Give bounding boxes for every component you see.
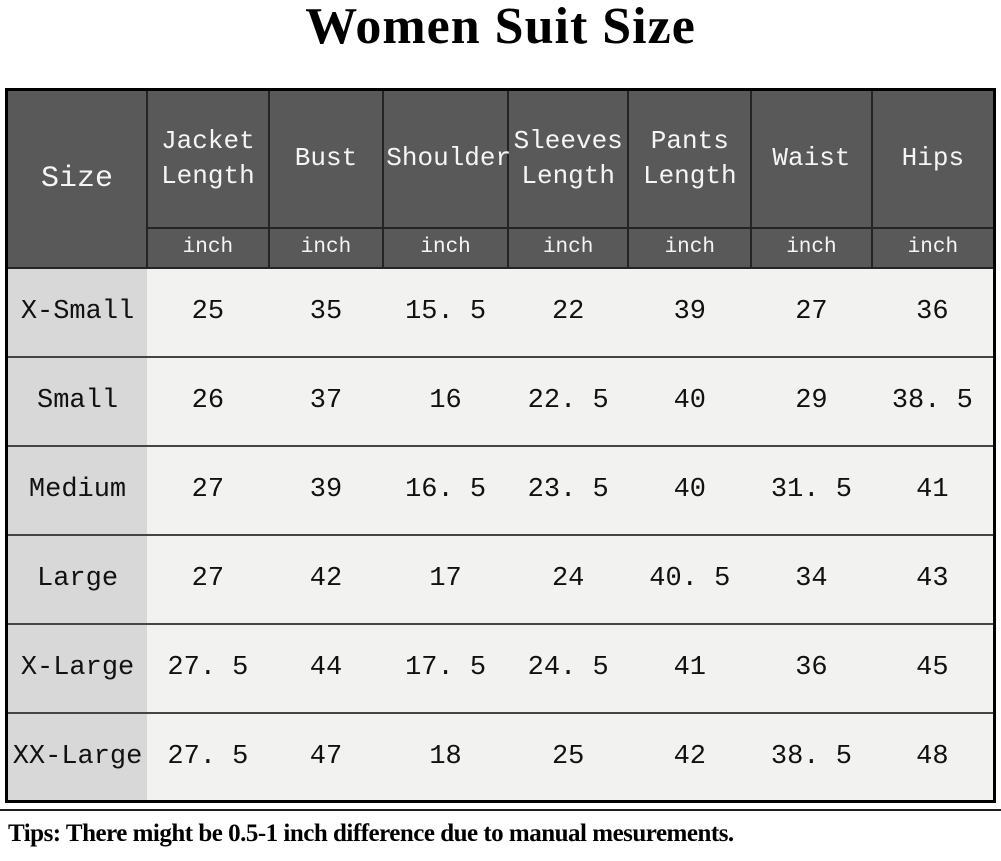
size-cell: Small — [6, 355, 148, 446]
value-cell: 40 — [628, 444, 752, 535]
value-cell: 36 — [871, 266, 995, 357]
value-cell: 27 — [751, 266, 872, 357]
size-cell: Large — [6, 533, 148, 624]
table-body: X-Small 25 35 15. 5 22 39 27 36 Small 26 37 16 22. 5… — [6, 266, 995, 802]
value-cell: 47 — [268, 711, 384, 802]
value-cell: 42 — [628, 711, 752, 802]
value-cell: 25 — [147, 266, 269, 357]
page-title: Women Suit Size — [305, 0, 696, 55]
value-cell: 22 — [507, 266, 629, 357]
size-cell: Medium — [6, 444, 148, 535]
size-cell: XX-Large — [6, 711, 148, 802]
unit-cell: inch — [146, 226, 270, 269]
value-cell: 40 — [628, 355, 752, 446]
table-row: XX-Large 27. 5 47 18 25 42 38. 5 48 — [6, 711, 995, 802]
value-cell: 41 — [628, 622, 752, 713]
value-cell: 24. 5 — [507, 622, 629, 713]
table-header: Size Jacket Length Bust Shoulder Sleeves… — [5, 88, 996, 269]
value-cell: 25 — [507, 711, 629, 802]
value-cell: 36 — [751, 622, 872, 713]
value-cell: 22. 5 — [507, 355, 629, 446]
value-cell: 44 — [268, 622, 384, 713]
header-row: Size Jacket Length Bust Shoulder Sleeves… — [5, 88, 996, 269]
bottom-divider-line — [0, 809, 1001, 811]
tips-text: Tips: There might be 0.5-1 inch differen… — [8, 820, 734, 847]
value-cell: 23. 5 — [507, 444, 629, 535]
value-cell: 26 — [147, 355, 269, 446]
value-cell: 45 — [871, 622, 995, 713]
value-cell: 18 — [383, 711, 508, 802]
value-cell: 42 — [268, 533, 384, 624]
unit-cell: inch — [267, 226, 385, 269]
unit-cell: inch — [506, 226, 630, 269]
table-row: Large 27 42 17 24 40. 5 34 43 — [6, 533, 995, 624]
value-cell: 40. 5 — [628, 533, 752, 624]
value-cell: 48 — [871, 711, 995, 802]
value-cell: 27. 5 — [147, 711, 269, 802]
value-cell: 35 — [268, 266, 384, 357]
value-cell: 37 — [268, 355, 384, 446]
value-cell: 16. 5 — [383, 444, 508, 535]
unit-cell: inch — [382, 226, 509, 269]
value-cell: 29 — [751, 355, 872, 446]
value-cell: 38. 5 — [871, 355, 995, 446]
column-header-pants-length: Pants Length — [627, 88, 753, 229]
value-cell: 43 — [871, 533, 995, 624]
table-row: Small 26 37 16 22. 5 40 29 38. 5 — [6, 355, 995, 446]
value-cell: 27 — [147, 533, 269, 624]
unit-cell: inch — [870, 226, 996, 269]
table-row: X-Large 27. 5 44 17. 5 24. 5 41 36 45 — [6, 622, 995, 713]
column-header-sleeves-length: Sleeves Length — [506, 88, 630, 229]
column-header-jacket-length: Jacket Length — [146, 88, 270, 229]
size-cell: X-Large — [6, 622, 148, 713]
column-header-hips: Hips — [870, 88, 996, 229]
value-cell: 41 — [871, 444, 995, 535]
value-cell: 27. 5 — [147, 622, 269, 713]
size-cell: X-Small — [6, 266, 148, 357]
column-header-size: Size — [5, 88, 149, 269]
unit-cell: inch — [750, 226, 873, 269]
value-cell: 24 — [507, 533, 629, 624]
table-row: X-Small 25 35 15. 5 22 39 27 36 — [6, 266, 995, 357]
value-cell: 39 — [628, 266, 752, 357]
value-cell: 31. 5 — [751, 444, 872, 535]
value-cell: 38. 5 — [751, 711, 872, 802]
column-header-waist: Waist — [750, 88, 873, 229]
value-cell: 16 — [383, 355, 508, 446]
value-cell: 39 — [268, 444, 384, 535]
size-chart-table: Size Jacket Length Bust Shoulder Sleeves… — [5, 88, 996, 803]
value-cell: 27 — [147, 444, 269, 535]
value-cell: 15. 5 — [383, 266, 508, 357]
table-row: Medium 27 39 16. 5 23. 5 40 31. 5 41 — [6, 444, 995, 535]
column-header-bust: Bust — [267, 88, 385, 229]
units-row: inch inch inch inch inch inch inch — [7, 226, 996, 269]
column-header-shoulder: Shoulder — [382, 88, 511, 229]
unit-cell: inch — [627, 226, 753, 269]
value-cell: 17 — [383, 533, 508, 624]
value-cell: 17. 5 — [383, 622, 508, 713]
value-cell: 34 — [751, 533, 872, 624]
